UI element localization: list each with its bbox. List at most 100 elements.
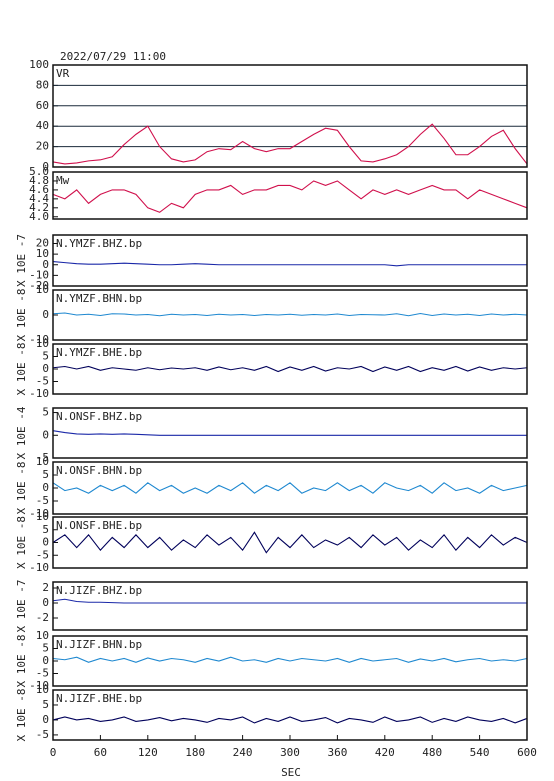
waveform xyxy=(52,312,528,317)
y-tick-label: 80 xyxy=(36,78,49,91)
waveform xyxy=(52,531,528,554)
y-tick-label: -5 xyxy=(36,375,49,388)
waveform xyxy=(52,716,528,724)
x-tick-label: 420 xyxy=(375,746,395,759)
y-tick-label: 0 xyxy=(42,713,49,726)
y-tick-label: 0 xyxy=(42,654,49,667)
y-tick-label: 5 xyxy=(42,468,49,481)
y-axis-label: X 10E -8 xyxy=(15,689,28,742)
panel-title: Mw xyxy=(56,174,70,187)
x-tick-label: 120 xyxy=(138,746,158,759)
y-tick-label: -5 xyxy=(36,667,49,680)
panel-title: VR xyxy=(56,67,70,80)
y-axis-label: X 10E -7 xyxy=(15,580,28,633)
y-tick-label: -20 xyxy=(29,279,49,292)
y-tick-label: -10 xyxy=(29,679,49,692)
y-tick-label: 10 xyxy=(36,510,49,523)
y-tick-label: 20 xyxy=(36,237,49,250)
y-tick-label: 100 xyxy=(29,58,49,71)
x-axis-label: SEC xyxy=(281,766,301,779)
y-tick-label: 10 xyxy=(36,337,49,350)
y-tick-label: 0 xyxy=(42,596,49,609)
y-tick-label: 0 xyxy=(42,308,49,321)
y-tick-label: -10 xyxy=(29,561,49,574)
y-tick-label: -10 xyxy=(29,333,49,346)
x-tick-label: 600 xyxy=(517,746,537,759)
y-tick-label: -5 xyxy=(36,728,49,741)
y-tick-label: 0 xyxy=(42,160,49,173)
y-tick-label: 10 xyxy=(36,247,49,260)
y-tick-label: -5 xyxy=(36,451,49,464)
y-tick-label: 0 xyxy=(42,258,49,271)
panel-frame xyxy=(52,343,528,395)
y-axis-label: X 10E -8 xyxy=(15,343,28,396)
panel-title: N.ONSF.BHE.bp xyxy=(56,519,142,532)
panel-title: N.ONSF.BHZ.bp xyxy=(56,410,142,423)
y-tick-label: -5 xyxy=(36,494,49,507)
chart-timestamp: 2022/07/29 11:00 xyxy=(60,50,166,63)
y-axis-label: X 10E -4 xyxy=(15,406,28,459)
y-tick-label: 40 xyxy=(36,119,49,132)
panel-frame xyxy=(52,289,528,341)
y-tick-label: 10 xyxy=(36,283,49,296)
x-tick-label: 240 xyxy=(233,746,253,759)
y-tick-label: 4.0 xyxy=(29,210,49,223)
y-tick-label: 10 xyxy=(36,629,49,642)
waveform xyxy=(52,180,528,213)
y-tick-label: 4.2 xyxy=(29,201,49,214)
y-tick-label: 0 xyxy=(42,536,49,549)
waveform xyxy=(52,656,528,663)
panel-frame xyxy=(52,461,528,515)
y-tick-label: 5 xyxy=(42,523,49,536)
y-axis-label: X 10E -8 xyxy=(15,516,28,569)
waveform xyxy=(52,123,528,165)
x-tick-label: 480 xyxy=(422,746,442,759)
y-tick-label: -10 xyxy=(29,387,49,400)
panel-frame xyxy=(52,171,528,220)
x-tick-label: 540 xyxy=(470,746,490,759)
panel-frame xyxy=(52,234,528,287)
y-tick-label: 20 xyxy=(36,140,49,153)
panel-frame xyxy=(52,635,528,687)
y-axis-label: X 10E -8 xyxy=(15,635,28,688)
y-tick-label: 0 xyxy=(42,481,49,494)
y-tick-label: 5 xyxy=(42,350,49,363)
panel-title: N.JIZF.BHE.bp xyxy=(56,692,142,705)
y-tick-label: 10 xyxy=(36,683,49,696)
panel-frame xyxy=(52,581,528,631)
y-tick-label: 4.8 xyxy=(29,174,49,187)
waveform xyxy=(52,598,527,604)
y-tick-label: 60 xyxy=(36,99,49,112)
panel-title: N.YMZF.BHZ.bp xyxy=(56,237,142,250)
waveform xyxy=(52,365,528,373)
y-axis-label: X 10E -8 xyxy=(15,289,28,342)
panel-title: N.ONSF.BHN.bp xyxy=(56,464,142,477)
x-tick-label: 300 xyxy=(280,746,300,759)
panel-title: N.YMZF.BHN.bp xyxy=(56,292,142,305)
y-tick-label: 2 xyxy=(42,581,49,594)
panel-title: N.JIZF.BHN.bp xyxy=(56,638,142,651)
y-tick-label: -10 xyxy=(29,268,49,281)
panel-frame xyxy=(52,64,528,168)
y-tick-label: -2 xyxy=(36,611,49,624)
x-tick-label: 60 xyxy=(94,746,107,759)
y-tick-label: -10 xyxy=(29,507,49,520)
y-tick-label: 10 xyxy=(36,455,49,468)
x-tick-label: 180 xyxy=(185,746,205,759)
y-tick-label: 4.6 xyxy=(29,183,49,196)
y-tick-label: -5 xyxy=(36,548,49,561)
y-tick-label: 5 xyxy=(42,698,49,711)
panel-title: N.YMZF.BHE.bp xyxy=(56,346,142,359)
panel-title: N.JIZF.BHZ.bp xyxy=(56,584,142,597)
y-axis-label: X 10E -8 xyxy=(15,462,28,515)
panel-frame xyxy=(52,516,528,569)
waveform xyxy=(52,261,527,267)
y-tick-label: 0 xyxy=(42,428,49,441)
waveform xyxy=(52,482,528,494)
waveform xyxy=(52,430,527,436)
y-axis-label: X 10E -7 xyxy=(15,234,28,287)
y-tick-label: 5.0 xyxy=(29,165,49,178)
y-tick-label: 0 xyxy=(42,362,49,375)
